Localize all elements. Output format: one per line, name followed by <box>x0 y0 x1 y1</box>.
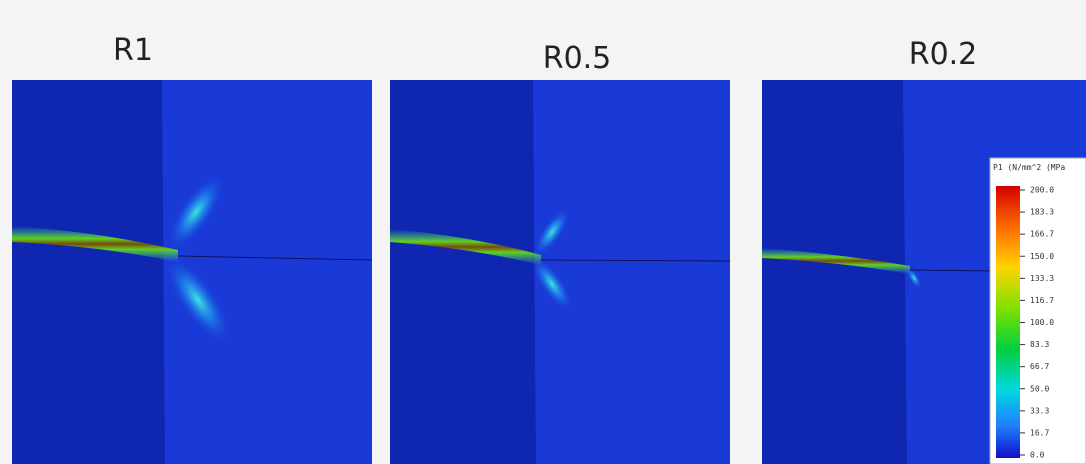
legend-label: 0.0 <box>1030 451 1045 460</box>
stress-lobe <box>167 174 225 250</box>
panel-label: R0.2 <box>909 37 978 72</box>
legend-label: 33.3 <box>1030 406 1049 415</box>
stress-lobe <box>906 267 922 289</box>
legend-label: 200.0 <box>1030 186 1054 195</box>
stress-lobe <box>533 208 571 256</box>
legend-label: 83.3 <box>1030 340 1049 349</box>
panel-label: R1 <box>113 33 153 68</box>
crack-streak <box>390 229 541 265</box>
panel-label: R0.5 <box>543 41 612 76</box>
crack-streak <box>12 226 178 262</box>
legend-label: 183.3 <box>1030 208 1054 217</box>
legend-label: 50.0 <box>1030 384 1049 393</box>
dark-region <box>762 80 907 464</box>
legend-label: 66.7 <box>1030 362 1049 371</box>
legend-label: 116.7 <box>1030 296 1054 305</box>
panel <box>12 80 373 464</box>
crack-line <box>540 259 731 262</box>
stress-lobe <box>164 256 232 344</box>
stress-lobe <box>531 257 573 311</box>
dark-region <box>12 80 165 464</box>
legend-label: 100.0 <box>1030 318 1054 327</box>
crack-line <box>177 255 373 261</box>
crack-streak <box>762 248 910 274</box>
legend: P1 (N/mm^2 (MPa 200.0 183.3 166.7 150.0 133.… <box>989 157 1086 464</box>
legend-title: P1 (N/mm^2 (MPa <box>993 163 1065 172</box>
legend-label: 133.3 <box>1030 274 1054 283</box>
panel <box>390 80 731 464</box>
color-bar <box>996 186 1020 458</box>
legend-label: 150.0 <box>1030 252 1054 261</box>
legend-label: 166.7 <box>1030 230 1054 239</box>
legend-label: 16.7 <box>1030 428 1049 437</box>
dark-region <box>390 80 536 464</box>
